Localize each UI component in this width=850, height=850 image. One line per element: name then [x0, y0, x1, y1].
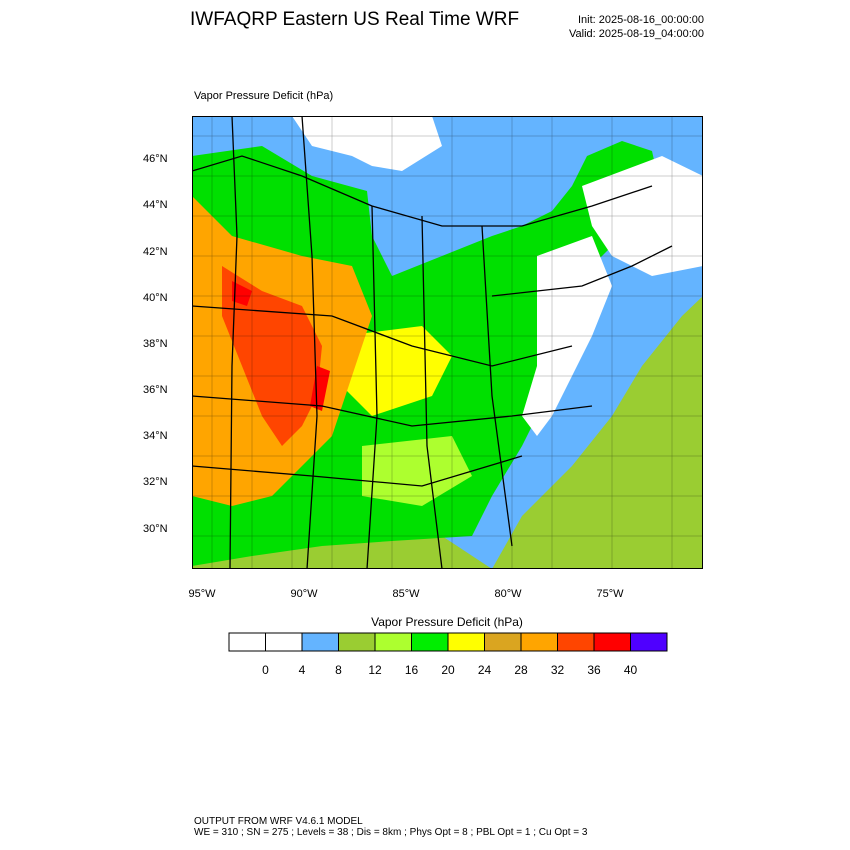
- colorbar-label: 12: [368, 663, 382, 677]
- colorbar-swatch: [338, 632, 376, 652]
- colorbar-swatch: [630, 632, 668, 652]
- model-footer: OUTPUT FROM WRF V4.6.1 MODEL WE = 310 ; …: [194, 816, 587, 838]
- lon-label-75w: 75°W: [596, 588, 624, 600]
- lat-label-38n: 38°N: [143, 338, 168, 350]
- colorbar-title: Vapor Pressure Deficit (hPa): [371, 615, 523, 629]
- atlantic-green-area: [492, 296, 703, 569]
- colorbar-swatch: [301, 632, 339, 652]
- colorbar-label: 4: [298, 663, 306, 677]
- lon-label-95w: 95°W: [188, 588, 216, 600]
- lat-label-44n: 44°N: [143, 199, 168, 211]
- footer-line-1: OUTPUT FROM WRF V4.6.1 MODEL: [194, 816, 363, 827]
- lon-label-85w: 85°W: [392, 588, 420, 600]
- lat-label-46n: 46°N: [143, 153, 168, 165]
- yellow-south-region: [362, 436, 472, 506]
- colorbar-swatch: [447, 632, 485, 652]
- footer-line-2: WE = 310 ; SN = 275 ; Levels = 38 ; Dis …: [194, 827, 588, 838]
- lat-label-34n: 34°N: [143, 430, 168, 442]
- lat-label-40n: 40°N: [143, 292, 168, 304]
- colorbar-swatch: [557, 632, 595, 652]
- upper-midwest-white-area: [292, 116, 442, 171]
- chart-title: IWFAQRP Eastern US Real Time WRF: [190, 9, 520, 30]
- county-lines: [192, 116, 703, 569]
- colorbar-swatch: [593, 632, 631, 652]
- run-info: Init: 2025-08-16_00:00:00 Valid: 2025-08…: [569, 13, 704, 41]
- colorbar-swatch: [411, 632, 449, 652]
- colorbar-swatch: [228, 632, 266, 652]
- vpd-map: [192, 116, 703, 569]
- colorbar-label: 36: [587, 663, 601, 677]
- colorbar-swatch: [265, 632, 303, 652]
- lon-label-90w: 90°W: [290, 588, 318, 600]
- map-frame: [192, 116, 703, 569]
- lat-label-36n: 36°N: [143, 384, 168, 396]
- lon-label-80w: 80°W: [494, 588, 522, 600]
- colorbar-label: 28: [514, 663, 528, 677]
- field-label: Vapor Pressure Deficit (hPa): [194, 90, 334, 102]
- colorbar-label: 8: [335, 663, 342, 677]
- colorbar-label: 20: [441, 663, 455, 677]
- colorbar-label: 32: [550, 663, 565, 677]
- lat-label-30n: 30°N: [143, 523, 168, 535]
- colorbar-label: 0: [262, 663, 269, 677]
- colorbar-label: 40: [623, 663, 638, 677]
- colorbar-swatch: [520, 632, 558, 652]
- colorbar-label: 16: [404, 663, 419, 677]
- colorbar-swatch: [374, 632, 412, 652]
- lat-label-42n: 42°N: [143, 246, 168, 258]
- colorbar: [228, 632, 668, 652]
- red-core-region: [222, 266, 322, 446]
- colorbar-label: 24: [477, 663, 492, 677]
- valid-time: Valid: 2025-08-19_04:00:00: [569, 28, 704, 40]
- lat-label-32n: 32°N: [143, 476, 168, 488]
- colorbar-swatch: [484, 632, 522, 652]
- init-time: Init: 2025-08-16_00:00:00: [578, 14, 704, 26]
- red-peak-region: [232, 281, 330, 411]
